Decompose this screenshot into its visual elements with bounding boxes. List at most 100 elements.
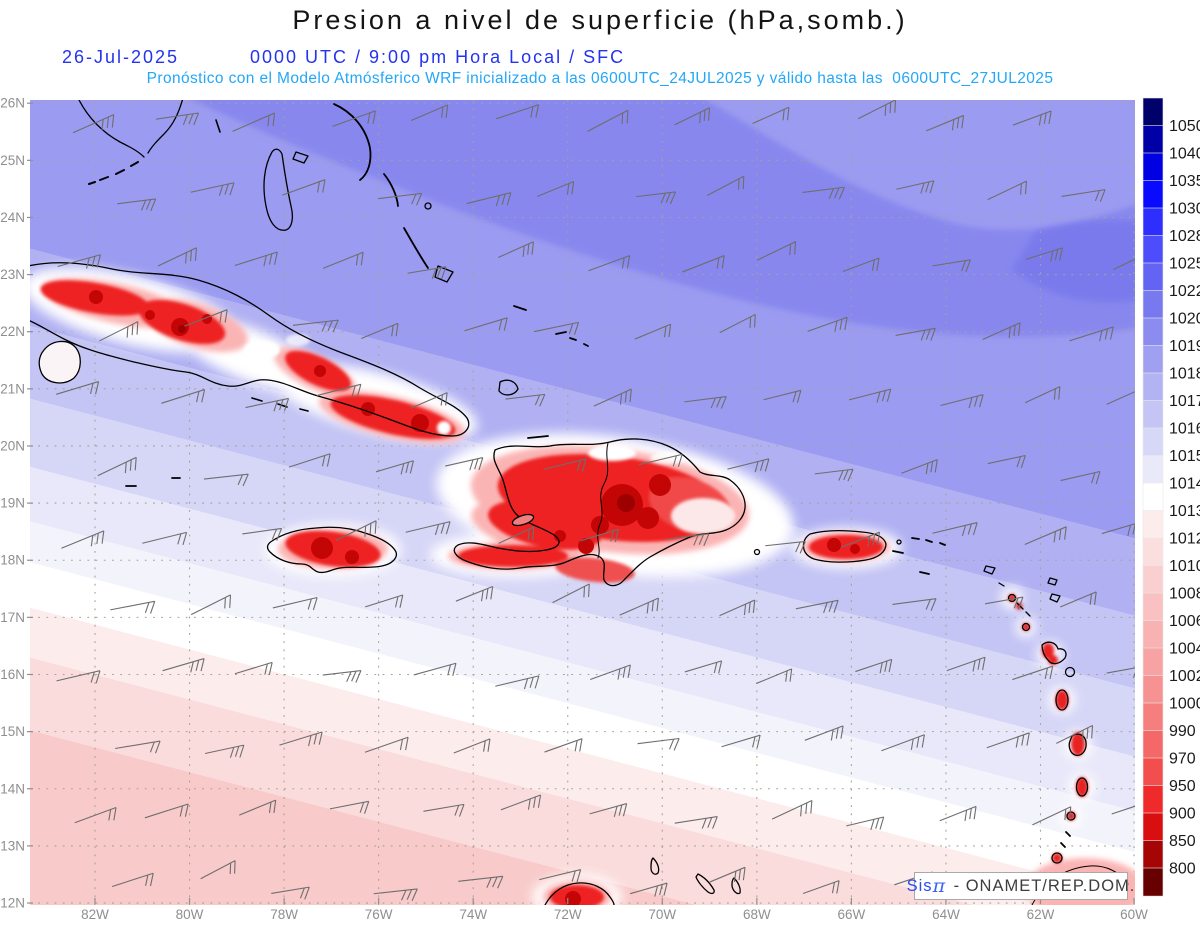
lon-label: 68W (743, 907, 771, 922)
wind-barb (184, 309, 228, 327)
colorbar-label: 1040 (1169, 146, 1200, 163)
wind-barb (727, 458, 770, 473)
haiti-dr-border (597, 442, 609, 559)
mona-island (753, 548, 761, 556)
wind-barb (232, 112, 276, 132)
wind-barb (455, 586, 494, 602)
wind-barb (117, 198, 157, 212)
st-lucia-island (1075, 777, 1089, 797)
lon-axis: 82W 80W 78W 76W 74W 72W 70W 68W 66W 64W 62W 60W (81, 898, 1148, 922)
wind-barb (982, 322, 1021, 340)
marie-galante-island (1064, 666, 1076, 678)
colorbar-label: 1008 (1169, 586, 1200, 603)
wind-barb (162, 658, 205, 673)
colorbar-cell (1142, 207, 1164, 237)
wind-barb (946, 656, 986, 672)
colorbar-label: 1012 (1169, 531, 1200, 548)
colorbar-label: 1025 (1169, 256, 1200, 273)
lat-label: 15N (0, 724, 25, 739)
wind-barb (500, 794, 542, 811)
wind-barb (926, 114, 965, 132)
lat-label: 16N (0, 667, 25, 682)
colorbar-label: 1006 (1169, 613, 1200, 630)
wind-barb (932, 259, 971, 273)
wind-barb (552, 583, 590, 604)
heat-low-gaps (244, 334, 735, 534)
wind-barb (539, 869, 582, 883)
lat-label: 26N (0, 96, 25, 111)
wind-barb (590, 664, 631, 680)
wind-barb (282, 179, 326, 196)
wind-barb (288, 453, 331, 468)
wind-barb (204, 744, 245, 758)
caicos-islands (555, 331, 589, 347)
wind-barb (1069, 326, 1114, 342)
isla-juventud (38, 340, 81, 384)
lat-label: 12N (0, 896, 25, 911)
florida-keys (88, 161, 139, 185)
wind-barb (684, 396, 727, 409)
colorbar-cell (1142, 647, 1164, 677)
wind-barb (667, 533, 710, 547)
colorbar-label: 1002 (1169, 668, 1200, 685)
valid-time-line: 0000 UTC / 9:00 pm Hora Local / SFC (250, 47, 626, 67)
wind-barb (322, 251, 364, 269)
wind-barb (1056, 724, 1094, 744)
tortuga-island (527, 435, 549, 439)
wind-barb (496, 104, 540, 120)
lat-label: 13N (0, 838, 25, 853)
brand-sis: Sis (906, 876, 933, 895)
lon-label: 74W (459, 907, 487, 922)
colorbar-cell (1142, 867, 1164, 897)
lat-label: 17N (0, 610, 25, 625)
montserrat-island (1021, 622, 1031, 632)
wind-barb (857, 100, 897, 120)
wind-barb (57, 254, 101, 269)
wind-barb (413, 662, 457, 676)
colorbar-cell (1142, 482, 1164, 512)
colorbar-label: 1028 (1169, 228, 1200, 245)
wind-barb (719, 313, 756, 334)
wind-barb (453, 738, 491, 754)
map-canvas (30, 100, 1135, 905)
high-pressure-bands (193, 100, 1135, 337)
wind-barb (719, 599, 756, 617)
wind-barb (445, 457, 484, 471)
hispaniola-coast (453, 438, 746, 587)
wind-barb (802, 186, 845, 200)
wind-barb (1060, 591, 1097, 608)
wind-barb (987, 180, 1028, 201)
wind-barb (593, 388, 632, 407)
cuba-coast (30, 262, 470, 437)
wind-barb (587, 109, 629, 132)
lat-label: 20N (0, 438, 25, 453)
wind-barb (707, 175, 745, 196)
colorbar-label: 1018 (1169, 366, 1200, 383)
wind-barb (629, 882, 668, 897)
wind-barb (533, 321, 580, 335)
st-vincent-island (1066, 811, 1076, 821)
wind-barb (765, 540, 806, 554)
lon-label: 80W (176, 907, 204, 922)
wind-barb (410, 104, 449, 121)
wind-barb (881, 734, 925, 752)
colorbar-label: 850 (1169, 833, 1196, 850)
guajira-coast (544, 882, 615, 905)
wind-barb (588, 255, 631, 272)
wind-barb (74, 807, 117, 824)
wind-barb (316, 383, 362, 397)
lat-axis: 26N 25N 24N 23N 22N 21N 20N 19N 18N 17N 16N 15N 14N 1… (0, 96, 33, 911)
colorbar-cell (1142, 180, 1164, 209)
wind-barb (1024, 386, 1061, 404)
vieques-island (892, 550, 904, 554)
wind-barbs (56, 100, 1135, 902)
wind-barb (756, 241, 797, 261)
lat-label: 21N (0, 381, 25, 396)
colorbar-label: 1050 (1169, 118, 1200, 135)
colorbar-cell (1142, 345, 1164, 374)
wind-barb (589, 803, 628, 818)
wind-barb (1111, 805, 1135, 815)
colorbar-label: 1030 (1169, 201, 1200, 218)
wind-barb (619, 597, 659, 616)
andros-island (263, 148, 293, 231)
